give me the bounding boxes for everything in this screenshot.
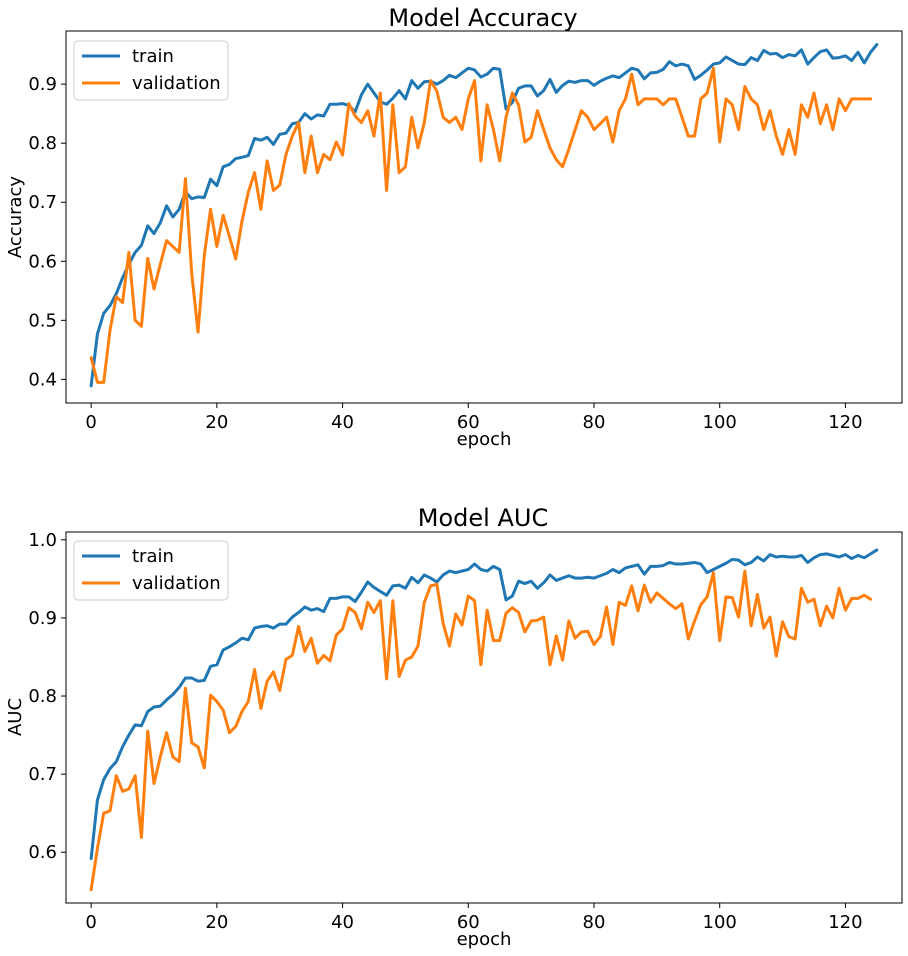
auc-x-tick-label: 40: [331, 912, 354, 933]
auc-chart-title: Model AUC: [418, 504, 548, 532]
auc-x-tick-label: 80: [583, 912, 606, 933]
auc-x-tick-label: 100: [703, 912, 737, 933]
accuracy-legend-train-label: train: [132, 46, 174, 67]
accuracy-plot-area-frame: [65, 30, 903, 404]
accuracy-x-tick-label: 40: [331, 412, 354, 433]
accuracy-y-tick-label: 0.5: [28, 310, 57, 331]
accuracy-legend-validation-label: validation: [132, 73, 221, 94]
accuracy-legend: train validation: [73, 40, 229, 101]
auc-x-tick-label: 120: [828, 912, 862, 933]
auc-y-tick-label: 0.8: [28, 686, 57, 707]
auc-x-tick-label: 0: [85, 912, 96, 933]
auc-validation-line: [89, 569, 873, 892]
auc-y-tick-label: 0.6: [28, 842, 57, 863]
accuracy-x-axis-label: epoch: [457, 429, 512, 450]
auc-legend: train validation: [73, 540, 229, 601]
auc-x-axis-label: epoch: [457, 929, 512, 950]
accuracy-x-tick-label: 100: [703, 412, 737, 433]
accuracy-x-tick-label: 80: [583, 412, 606, 433]
auc-chart: Model AUC 0 20 40 60 80 100 120 0.6 0.7 0.8 0.9 1.0…: [5, 504, 903, 950]
auc-y-tick-label: 0.7: [28, 764, 57, 785]
auc-legend-train-label: train: [132, 546, 174, 567]
accuracy-x-tick-label: 60: [457, 412, 480, 433]
accuracy-y-tick-label: 0.8: [28, 133, 57, 154]
accuracy-y-axis-label: Accuracy: [5, 176, 26, 259]
accuracy-validation-line: [89, 66, 873, 384]
accuracy-x-tick-label: 120: [828, 412, 862, 433]
accuracy-x-tick-label: 20: [205, 412, 228, 433]
auc-x-tick-label: 20: [205, 912, 228, 933]
accuracy-train-line: [89, 43, 879, 388]
accuracy-y-tick-label: 0.4: [28, 369, 57, 390]
auc-y-tick-label: 1.0: [28, 530, 57, 551]
accuracy-chart-title: Model Accuracy: [388, 4, 577, 32]
auc-train-line: [89, 548, 879, 860]
auc-legend-validation-label: validation: [132, 573, 221, 594]
accuracy-x-tick-label: 0: [85, 412, 96, 433]
accuracy-y-tick-label: 0.9: [28, 74, 57, 95]
accuracy-y-tick-label: 0.7: [28, 192, 57, 213]
accuracy-chart: Model Accuracy 0 20 40 60 80 100 120 0.4 0.5 0.6 0…: [5, 4, 903, 450]
accuracy-y-tick-label: 0.6: [28, 251, 57, 272]
auc-plot-area-frame: [65, 531, 903, 904]
auc-y-tick-label: 0.9: [28, 608, 57, 629]
auc-y-axis-label: AUC: [5, 698, 26, 736]
auc-x-tick-label: 60: [457, 912, 480, 933]
